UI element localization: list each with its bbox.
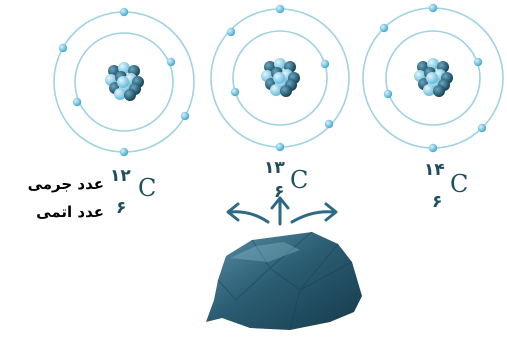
electron (72, 97, 82, 107)
neutron (433, 85, 445, 97)
arrow-left-head (226, 202, 240, 222)
electron (58, 43, 68, 53)
electron (166, 57, 176, 67)
atomic-number: ۶ (432, 192, 443, 212)
nucleus (105, 62, 144, 101)
electron (275, 142, 285, 152)
arrow-left (228, 210, 270, 224)
emission-arrows (226, 196, 338, 226)
proton (270, 84, 282, 96)
proton (273, 72, 285, 84)
mass-number: ۱۳ (264, 158, 285, 178)
electron (428, 3, 438, 13)
electron (383, 89, 393, 99)
arrow-up-head (270, 196, 290, 210)
atom-c14 (362, 3, 504, 153)
isotope-label-c12: ۱۲ C ۶ (108, 168, 188, 228)
isotope-label-c13: ۱۳ C ۶ (262, 160, 332, 220)
electron (119, 147, 129, 157)
isotope-label-c14: ۱۴ C ۶ (424, 162, 494, 222)
neutron (124, 89, 136, 101)
electron (428, 143, 438, 153)
element-symbol: C (450, 170, 469, 198)
nucleus (414, 58, 453, 97)
inner-orbit (232, 30, 328, 126)
mass-number: ۱۴ (424, 160, 445, 180)
atomic-number-caption: عدد اتمی (36, 203, 104, 221)
neutron (280, 85, 292, 97)
inner-orbit (385, 30, 481, 126)
atomic-number: ۶ (116, 198, 127, 218)
electron (119, 7, 129, 17)
arrow-right (290, 210, 336, 224)
electron (477, 123, 487, 133)
atomic-number: ۶ (274, 182, 285, 202)
arrow-right-head (324, 202, 338, 222)
mass-number: ۱۲ (110, 166, 131, 186)
electron (180, 111, 190, 121)
electron (226, 27, 236, 37)
electron (324, 119, 334, 129)
proton (423, 84, 435, 96)
electron (379, 23, 389, 33)
atom-c13 (210, 4, 350, 152)
proton (117, 76, 129, 88)
mass-number-caption: عدد جرمی (27, 175, 104, 193)
electron (473, 57, 483, 67)
atom-c12 (53, 7, 195, 157)
electron (275, 4, 285, 14)
inner-orbit (74, 32, 174, 132)
electron (230, 87, 240, 97)
element-symbol: C (290, 166, 309, 194)
element-symbol: C (138, 174, 157, 202)
nucleus (261, 58, 300, 97)
proton (114, 88, 126, 100)
electron (320, 59, 330, 69)
proton (426, 72, 438, 84)
rock-sample (206, 231, 362, 331)
